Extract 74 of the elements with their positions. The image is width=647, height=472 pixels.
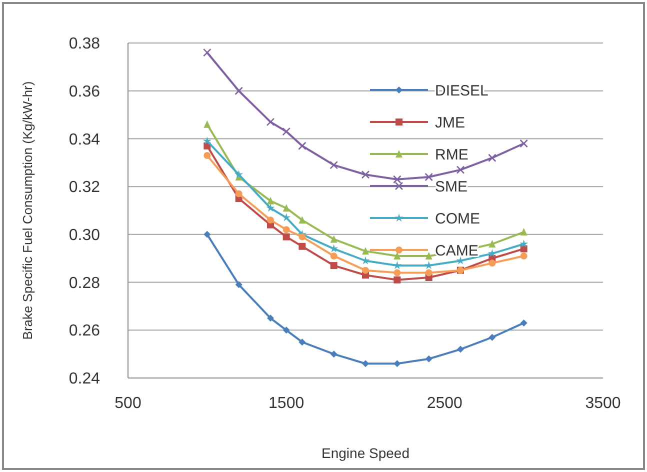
y-tick-label: 0.36 [68, 83, 100, 100]
x-tick-label: 1500 [268, 395, 304, 412]
y-tick-label: 0.38 [68, 36, 100, 53]
x-tick-label: 3500 [585, 395, 621, 412]
point [330, 160, 338, 170]
point [266, 204, 275, 212]
point [282, 326, 290, 334]
point [203, 48, 212, 57]
point [425, 269, 432, 276]
point [330, 252, 338, 260]
point [394, 269, 401, 276]
point [330, 235, 338, 243]
legend-label: RME [435, 146, 468, 164]
point [394, 276, 401, 284]
point [282, 213, 291, 222]
point [488, 154, 496, 162]
y-tick-label: 0.30 [68, 227, 100, 244]
point [298, 216, 306, 224]
point [520, 139, 528, 148]
point [488, 260, 496, 267]
point [520, 240, 528, 248]
point [362, 266, 369, 274]
point [267, 314, 274, 322]
point [393, 175, 402, 184]
y-tick-label: 0.24 [68, 370, 100, 388]
point [235, 281, 242, 288]
point [266, 118, 275, 126]
point [298, 142, 306, 150]
point [202, 136, 212, 145]
point [235, 190, 242, 198]
point [204, 120, 211, 128]
point [362, 247, 369, 255]
point [394, 252, 401, 260]
point [520, 245, 528, 252]
point [298, 233, 306, 240]
point [520, 319, 528, 326]
point [362, 360, 369, 368]
point [456, 166, 465, 174]
point [267, 196, 274, 204]
point [425, 252, 432, 260]
legend-label: SME [435, 178, 468, 196]
legend-label: JME [435, 114, 465, 132]
y-tick-label: 0.28 [68, 274, 100, 292]
point [282, 233, 290, 240]
point [361, 170, 370, 179]
point [204, 152, 211, 159]
point [488, 240, 496, 248]
legend-label: DIESEL [435, 82, 488, 100]
point [520, 228, 528, 236]
point [234, 170, 244, 178]
y-tick-label: 0.34 [68, 131, 100, 148]
x-axis-title: Engine Speed [322, 445, 410, 461]
y-tick-label: 0.26 [68, 322, 100, 340]
point [298, 338, 306, 346]
point [424, 172, 433, 182]
point [488, 334, 496, 341]
point [204, 230, 211, 238]
y-axis-title: Brake Specific Fuel Consumption (Kg/kW-hr) [20, 81, 35, 340]
point [520, 252, 528, 260]
point [457, 346, 464, 353]
point [267, 216, 274, 224]
x-tick-label: 500 [114, 395, 142, 412]
point [425, 355, 432, 362]
legend-label: COME [435, 210, 480, 228]
y-tick-label: 0.32 [68, 179, 100, 196]
point [330, 262, 338, 270]
point [298, 242, 306, 250]
point [282, 127, 290, 136]
point [394, 360, 401, 368]
x-tick-label: 2500 [426, 395, 463, 412]
point [330, 350, 338, 358]
point [234, 86, 243, 96]
point [282, 204, 290, 212]
point [282, 226, 290, 234]
